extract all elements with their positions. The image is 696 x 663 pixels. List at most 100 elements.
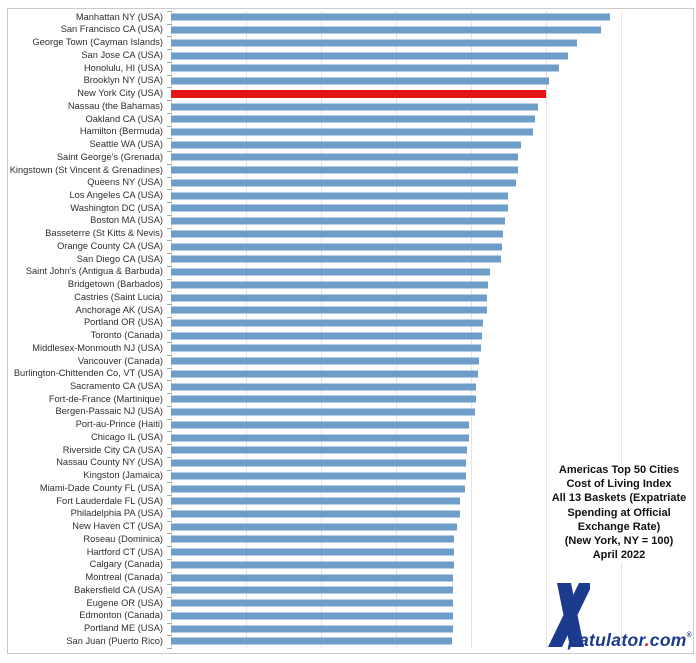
chart-row: Port-au-Prince (Haiti) <box>8 419 692 432</box>
gridline-80 <box>470 11 472 648</box>
axis-tick <box>167 61 172 63</box>
bar-track <box>171 164 692 177</box>
bar-track <box>171 406 692 419</box>
chart-row: San Jose CA (USA) <box>8 49 692 62</box>
bar-track <box>171 457 692 470</box>
bar-track <box>171 100 692 113</box>
bar <box>171 39 577 47</box>
chart-row: Fort Lauderdale FL (USA) <box>8 495 692 508</box>
axis-tick <box>167 635 172 637</box>
category-label: Bakersfield CA (USA) <box>74 584 163 595</box>
axis-tick <box>167 546 172 548</box>
bar-track <box>171 278 692 291</box>
chart-row: Calgary (Canada) <box>8 559 692 572</box>
category-label: Manhattan NY (USA) <box>75 11 163 22</box>
category-label: Boston MA (USA) <box>90 215 163 226</box>
bar <box>171 459 466 467</box>
axis-tick <box>167 444 172 446</box>
bar <box>171 141 522 149</box>
bar <box>171 344 481 352</box>
bar-track <box>171 559 692 572</box>
bar-track <box>171 177 692 190</box>
category-label: Bergen-Passaic NJ (USA) <box>55 406 163 417</box>
axis-tick <box>167 23 172 25</box>
bar-track <box>171 355 692 368</box>
axis-tick <box>167 558 172 560</box>
chart-row: Hartford CT (USA) <box>8 546 692 559</box>
bar-track <box>171 36 692 49</box>
category-label: Philadelphia PA (USA) <box>70 508 163 519</box>
bar <box>171 472 466 480</box>
chart-row: Queens NY (USA) <box>8 177 692 190</box>
gridline-100 <box>545 11 547 648</box>
bar <box>171 255 501 263</box>
axis-tick <box>167 648 172 649</box>
axis-tick <box>167 584 172 586</box>
bar <box>171 485 465 493</box>
category-label: Los Angeles CA (USA) <box>69 190 163 200</box>
chart-row: Anchorage AK (USA) <box>8 304 692 317</box>
bar <box>171 166 518 174</box>
bar-track <box>171 189 692 202</box>
chart-row: Vancouver (Canada) <box>8 355 692 368</box>
bar <box>171 52 569 60</box>
chart-row: Bridgetown (Barbados) <box>8 278 692 291</box>
logo-text-patulator: patulator <box>568 629 645 650</box>
bar <box>171 179 516 187</box>
category-label: Eugene OR (USA) <box>86 597 163 608</box>
axis-tick <box>167 609 172 611</box>
axis-tick <box>167 495 172 497</box>
bar-track <box>171 508 692 521</box>
bar-track <box>171 635 692 648</box>
bar <box>171 434 469 442</box>
chart-row: Brooklyn NY (USA) <box>8 75 692 88</box>
chart-row: Roseau (Dominica) <box>8 533 692 546</box>
axis-tick <box>167 393 172 395</box>
bar-track <box>171 11 692 24</box>
axis-tick <box>167 253 172 255</box>
axis-tick <box>167 304 172 306</box>
bar-track <box>171 266 692 279</box>
bar <box>171 319 484 327</box>
axis-tick <box>167 533 172 535</box>
category-label: Hamilton (Bermuda) <box>79 126 163 137</box>
chart-figure: Manhattan NY (USA) San Francisco CA (USA)… <box>7 8 694 654</box>
bar <box>171 625 453 633</box>
bar-track <box>171 469 692 482</box>
chart-row: Portland OR (USA) <box>8 317 692 330</box>
logo-text-com: com <box>649 629 687 650</box>
axis-tick <box>167 202 172 204</box>
axis-tick <box>167 138 172 140</box>
category-label: George Town (Cayman Islands) <box>32 37 163 48</box>
axis-tick <box>167 520 172 522</box>
chart-row: New York City (USA) <box>8 87 692 100</box>
category-label: Orange County CA (USA) <box>57 240 163 251</box>
category-label: Roseau (Dominica) <box>83 533 163 544</box>
bar-track <box>171 329 692 342</box>
category-label: New Haven CT (USA) <box>72 521 163 532</box>
bar-track <box>171 317 692 330</box>
bar <box>171 204 508 212</box>
category-label: Basseterre (St Kitts & Nevis) <box>45 228 163 239</box>
category-label: Oakland CA (USA) <box>85 113 163 124</box>
bar <box>171 243 502 251</box>
axis-tick <box>167 240 172 242</box>
chart-row: George Town (Cayman Islands) <box>8 36 692 49</box>
bar <box>171 268 490 276</box>
category-label: Queens NY (USA) <box>87 177 163 188</box>
category-label: Portland OR (USA) <box>83 317 163 328</box>
axis-tick <box>167 354 172 356</box>
chart-row: Bergen-Passaic NJ (USA) <box>8 406 692 419</box>
axis-tick <box>167 214 172 216</box>
chart-row: Montreal (Canada) <box>8 571 692 584</box>
axis-tick-layer <box>167 11 172 649</box>
chart-row: Nassau County NY (USA) <box>8 457 692 470</box>
chart-row: New Haven CT (USA) <box>8 520 692 533</box>
axis-tick <box>167 151 172 153</box>
gridline-60 <box>395 11 397 648</box>
bar <box>171 637 453 645</box>
bar <box>171 26 601 34</box>
bar-track <box>171 571 692 584</box>
axis-tick <box>167 112 172 114</box>
category-label: San Francisco CA (USA) <box>60 24 163 35</box>
